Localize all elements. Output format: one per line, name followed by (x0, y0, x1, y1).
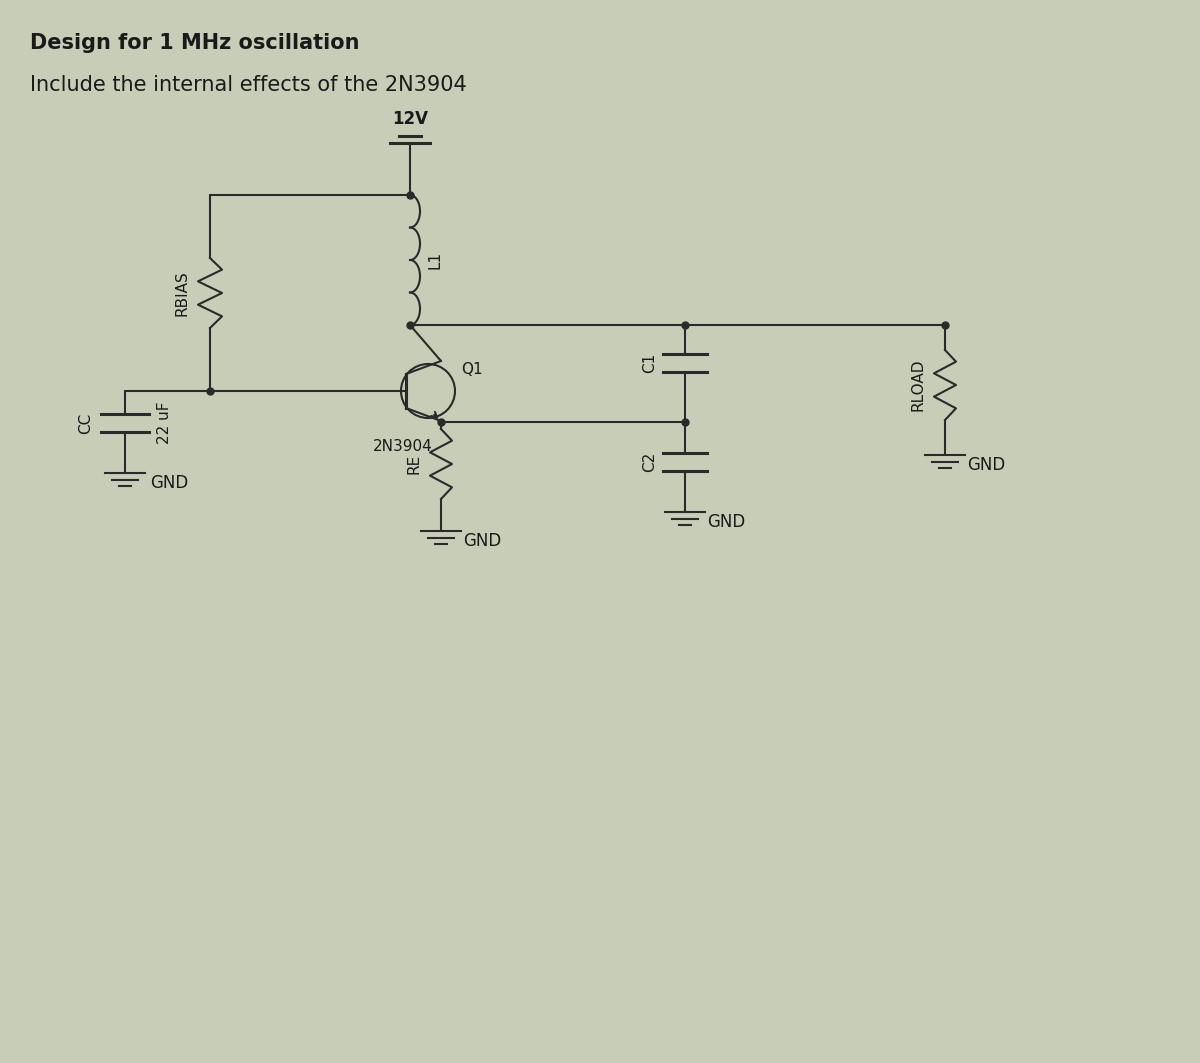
Text: Q1: Q1 (461, 361, 482, 376)
Text: 12V: 12V (392, 109, 428, 128)
Text: GND: GND (967, 456, 1006, 474)
Text: GND: GND (707, 513, 745, 532)
Text: 22 uF: 22 uF (157, 402, 172, 444)
Text: 2N3904: 2N3904 (373, 439, 433, 454)
Text: C1: C1 (642, 353, 658, 373)
Text: RE: RE (406, 454, 421, 474)
Text: L1: L1 (428, 251, 443, 269)
Text: CC: CC (78, 412, 94, 434)
Text: Include the internal effects of the 2N3904: Include the internal effects of the 2N39… (30, 75, 467, 95)
Text: GND: GND (150, 474, 188, 492)
Text: RBIAS: RBIAS (175, 270, 190, 316)
Text: Design for 1 MHz oscillation: Design for 1 MHz oscillation (30, 33, 360, 53)
Text: C2: C2 (642, 452, 658, 472)
Text: GND: GND (463, 532, 502, 550)
Text: RLOAD: RLOAD (910, 358, 925, 411)
